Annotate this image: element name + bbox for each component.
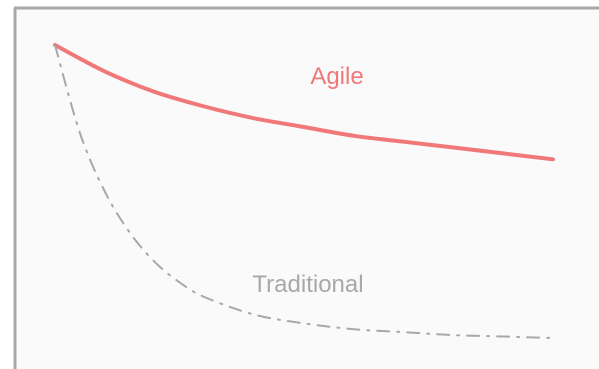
series-line-agile bbox=[53, 43, 555, 162]
series-label-traditional: Traditional bbox=[252, 271, 363, 298]
label-layer: Agile Traditional bbox=[252, 63, 363, 298]
series-label-agile: Agile bbox=[310, 63, 363, 90]
plot-background bbox=[15, 8, 599, 369]
series-line-traditional bbox=[54, 44, 554, 339]
series-layer bbox=[53, 43, 555, 339]
